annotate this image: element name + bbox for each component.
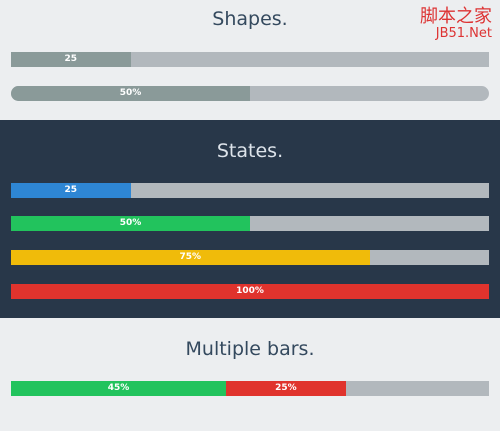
progress-bar: 25 xyxy=(11,183,489,198)
section: Multiple bars. 45% 25% xyxy=(0,318,500,431)
section: Shapes. 25 50% xyxy=(0,0,500,120)
watermark-main: 脚本之家 xyxy=(420,6,492,27)
progress-segment: 25 xyxy=(11,52,131,67)
progress-bar: 50% xyxy=(11,86,489,101)
progress-bar: 75% xyxy=(11,250,489,265)
progress-segment: 100% xyxy=(11,284,489,299)
progress-segment: 75% xyxy=(11,250,370,265)
section-title: States. xyxy=(216,140,284,162)
progress-segment: 45% xyxy=(11,381,227,396)
watermark: 脚本之家 JB51.Net xyxy=(420,2,492,41)
watermark-sub: JB51.Net xyxy=(435,26,492,41)
section: States. 25 50% 75% 100% xyxy=(0,120,500,318)
progress-segment: 25% xyxy=(226,381,346,396)
progress-segment: 50% xyxy=(11,216,250,231)
section-title: Shapes. xyxy=(212,8,288,30)
progress-bar: 25 xyxy=(11,52,489,67)
progress-segment: 25 xyxy=(11,183,131,198)
progress-bar: 100% xyxy=(11,284,489,299)
progress-bar: 45% 25% xyxy=(11,381,489,396)
progress-segment: 50% xyxy=(11,86,250,101)
progress-bar: 50% xyxy=(11,216,489,231)
section-title: Multiple bars. xyxy=(185,338,315,360)
